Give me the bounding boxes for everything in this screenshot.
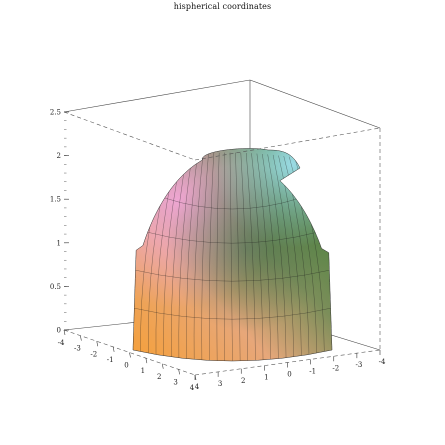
bounding-box-front (63, 111, 381, 376)
x-tick (80, 335, 82, 341)
z-axis: 0 0.5 1 1.5 2 2.5 (50, 109, 69, 335)
x-tick-label: -4 (58, 339, 65, 347)
y-tick-label: -1 (309, 367, 316, 375)
mesh-line (170, 154, 188, 360)
x-tick (161, 363, 164, 369)
x-tick (178, 369, 180, 375)
mesh-line (178, 154, 193, 361)
chart-title: hispherical coordinates (173, 2, 272, 11)
mesh-line (134, 307, 331, 320)
x-tick-label: 1 (141, 367, 145, 375)
surface-shade (133, 148, 332, 361)
mesh-line (240, 152, 249, 361)
box-edge-back (249, 79, 381, 129)
mesh-line (229, 152, 233, 361)
y-tick-label: 2 (241, 377, 245, 385)
mesh-line (245, 152, 256, 361)
mesh-line (256, 153, 272, 361)
y-axis: 4 3 2 1 0 -1 -2 -3 -4 (194, 350, 386, 391)
surface-outline (132, 148, 333, 362)
x-tick-label: -3 (74, 345, 81, 353)
z-tick-label: 0.5 (50, 283, 61, 291)
mesh-line (164, 197, 301, 210)
box-edge-front (63, 111, 196, 161)
z-tick-label: 2 (57, 152, 61, 160)
y-tick-label: 3 (218, 380, 222, 388)
x-axis: -4 -3 -2 -1 0 1 2 3 4 (58, 329, 197, 392)
mesh-line (272, 154, 294, 360)
z-tick-label: 1.5 (50, 196, 61, 204)
mesh-line (186, 153, 198, 361)
box-edge-front (194, 127, 381, 161)
box-edge-back (63, 79, 251, 113)
x-tick (112, 346, 115, 352)
x-tick-label: -1 (107, 356, 114, 364)
x-tick-label: 0 (124, 362, 128, 370)
mesh-line (262, 153, 279, 361)
z-tick-label: 1 (57, 239, 61, 247)
x-tick (129, 352, 131, 358)
mesh-line (209, 152, 215, 361)
x-tick-label: 3 (173, 378, 177, 386)
y-tick-label: 4 (195, 383, 200, 391)
y-tick-label: 0 (287, 371, 291, 379)
x-tick (145, 358, 148, 364)
y-tick-label: -2 (332, 364, 339, 372)
mesh-line (251, 153, 264, 361)
mesh-line (235, 152, 241, 361)
mesh-line (193, 153, 204, 361)
y-tick-label: -3 (355, 361, 362, 369)
x-tick (96, 341, 99, 347)
z-tick-label: 2.5 (50, 109, 61, 117)
x-tick (63, 329, 66, 336)
mesh-line (135, 269, 330, 282)
surface-dome (132, 148, 333, 362)
mesh-line (223, 152, 226, 361)
mesh-line (267, 154, 287, 361)
mesh-line (216, 152, 220, 361)
x-tick-label: 4 (190, 384, 195, 392)
x-tick-label: 2 (157, 373, 161, 381)
y-tick-label: 1 (264, 374, 268, 382)
box-edge-front (63, 329, 196, 376)
mesh-line (147, 231, 318, 244)
z-tick-label: 0 (57, 327, 61, 335)
mesh-line (201, 153, 209, 361)
x-tick-label: -2 (90, 350, 97, 358)
y-tick-label: -4 (379, 358, 386, 366)
